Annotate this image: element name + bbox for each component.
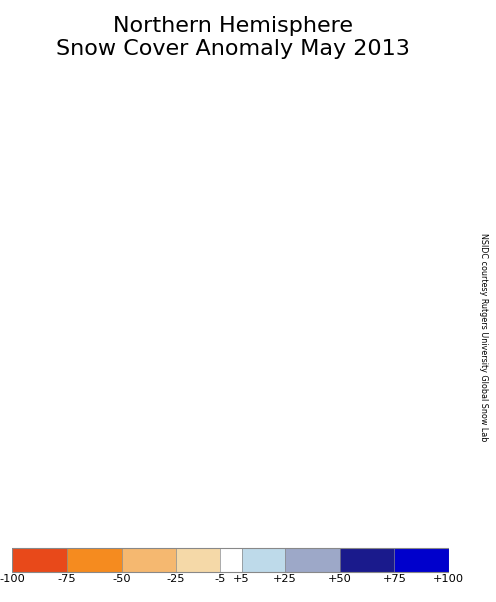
Bar	[176, 548, 220, 572]
Bar	[122, 548, 176, 572]
Text: -50: -50	[112, 574, 131, 585]
Bar	[285, 548, 340, 572]
Bar	[242, 548, 285, 572]
Text: +75: +75	[382, 574, 406, 585]
Bar	[12, 548, 449, 572]
Bar	[340, 548, 394, 572]
Text: -5: -5	[214, 574, 225, 585]
Bar	[394, 548, 449, 572]
Text: +50: +50	[328, 574, 352, 585]
Bar	[67, 548, 122, 572]
Text: +25: +25	[273, 574, 297, 585]
Bar	[220, 548, 242, 572]
Text: Snow Cover Anomaly May 2013: Snow Cover Anomaly May 2013	[56, 39, 410, 59]
Text: -100: -100	[0, 574, 25, 585]
Text: +5: +5	[233, 574, 250, 585]
Text: -25: -25	[167, 574, 186, 585]
Text: Northern Hemisphere: Northern Hemisphere	[113, 16, 353, 36]
Text: -75: -75	[58, 574, 76, 585]
Bar	[12, 548, 67, 572]
Text: NSIDC courtesy Rutgers University Global Snow Lab: NSIDC courtesy Rutgers University Global…	[479, 233, 488, 441]
Text: +100: +100	[434, 574, 464, 585]
